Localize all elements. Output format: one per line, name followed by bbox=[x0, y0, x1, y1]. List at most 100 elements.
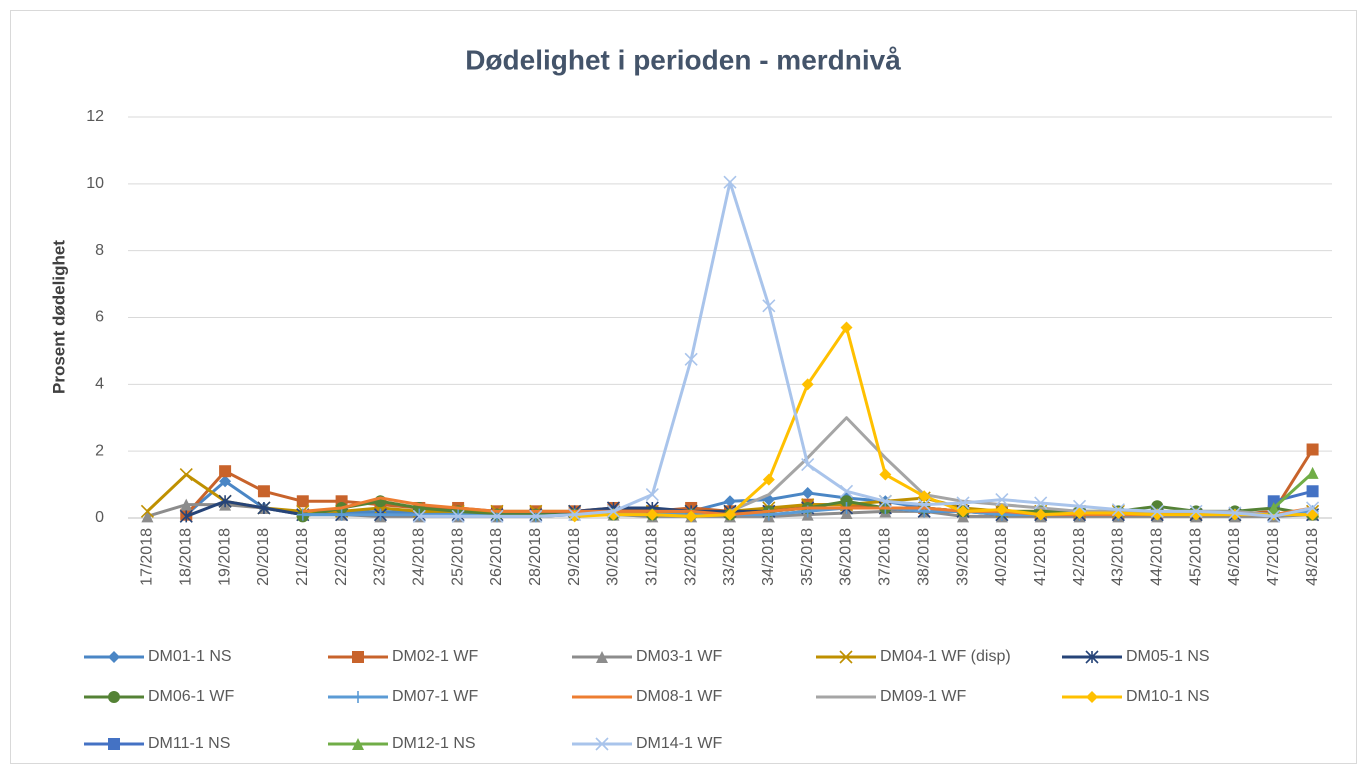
marker bbox=[218, 494, 232, 508]
marker bbox=[1306, 501, 1320, 515]
marker-shape bbox=[646, 508, 659, 521]
marker-shape bbox=[141, 510, 154, 523]
y-axis-label: Prosent dødelighet bbox=[49, 240, 68, 394]
marker-shape bbox=[219, 475, 232, 488]
marker bbox=[918, 490, 931, 503]
marker-shape bbox=[1150, 504, 1164, 518]
legend-label: DM11-1 NS bbox=[148, 735, 230, 752]
marker-shape bbox=[879, 468, 892, 481]
marker-shape bbox=[257, 501, 271, 515]
y-tick-label: 8 bbox=[95, 242, 104, 259]
marker bbox=[180, 498, 193, 511]
marker-shape bbox=[352, 738, 364, 750]
x-tick-label: 24/2018 bbox=[411, 528, 428, 586]
marker bbox=[957, 505, 970, 518]
legend-label: DM09-1 WF bbox=[880, 688, 966, 705]
x-tick-label: 22/2018 bbox=[333, 528, 350, 586]
marker-shape bbox=[1267, 509, 1281, 523]
y-tick-label: 6 bbox=[95, 309, 104, 326]
x-tick-label: 40/2018 bbox=[993, 528, 1010, 586]
y-tick-label: 2 bbox=[95, 442, 104, 459]
marker-shape bbox=[1072, 499, 1087, 513]
marker-shape bbox=[1034, 508, 1047, 521]
marker bbox=[1034, 496, 1048, 510]
x-tick-label: 31/2018 bbox=[644, 528, 661, 586]
marker bbox=[684, 352, 698, 366]
marker-shape bbox=[956, 496, 970, 510]
marker-shape bbox=[1267, 501, 1280, 514]
marker bbox=[257, 501, 271, 515]
marker-shape bbox=[957, 505, 970, 518]
marker bbox=[995, 503, 1008, 516]
legend-marker bbox=[596, 651, 608, 663]
marker bbox=[762, 299, 776, 313]
x-tick-label: 42/2018 bbox=[1071, 528, 1088, 586]
marker bbox=[646, 508, 659, 521]
x-tick-label: 38/2018 bbox=[915, 528, 932, 586]
marker bbox=[141, 510, 154, 523]
legend-label: DM04-1 WF (disp) bbox=[880, 648, 1011, 665]
legend-marker bbox=[352, 651, 364, 663]
marker-shape bbox=[1306, 443, 1319, 456]
legend-label: DM02-1 WF bbox=[392, 648, 478, 665]
marker bbox=[219, 465, 232, 478]
marker-shape bbox=[179, 509, 193, 523]
marker-shape bbox=[762, 473, 775, 486]
marker-shape bbox=[1306, 466, 1319, 479]
marker-shape bbox=[1085, 650, 1099, 664]
marker bbox=[1306, 485, 1319, 498]
marker-shape bbox=[568, 508, 582, 522]
marker-shape bbox=[724, 508, 736, 521]
legend-label: DM08-1 WF bbox=[636, 688, 722, 705]
marker bbox=[179, 467, 193, 482]
x-tick-label: 29/2018 bbox=[566, 528, 583, 586]
marker bbox=[724, 508, 736, 521]
marker bbox=[723, 175, 737, 189]
marker bbox=[840, 321, 853, 334]
x-tick-label: 30/2018 bbox=[605, 528, 622, 586]
marker bbox=[1072, 499, 1087, 513]
legend-label: DM12-1 NS bbox=[392, 735, 476, 752]
marker-shape bbox=[335, 508, 348, 521]
legend-label: DM14-1 WF bbox=[636, 735, 722, 752]
legend-marker bbox=[595, 737, 609, 751]
marker-shape bbox=[1034, 496, 1048, 510]
marker-shape bbox=[218, 494, 232, 508]
legend-label: DM07-1 WF bbox=[392, 688, 478, 705]
marker bbox=[179, 509, 193, 523]
marker bbox=[724, 495, 736, 508]
marker bbox=[413, 508, 426, 521]
marker-shape bbox=[684, 352, 698, 366]
marker bbox=[452, 508, 465, 521]
marker bbox=[685, 510, 698, 523]
marker-shape bbox=[257, 485, 270, 498]
legend-marker bbox=[1085, 650, 1099, 664]
legend-marker bbox=[352, 738, 364, 750]
marker bbox=[1189, 504, 1203, 518]
x-tick-label: 44/2018 bbox=[1148, 528, 1165, 586]
x-tick-label: 18/2018 bbox=[177, 528, 194, 586]
marker-shape bbox=[840, 321, 853, 334]
marker bbox=[257, 485, 270, 498]
chart-title: Dødelighet i perioden - merdnivå bbox=[465, 44, 901, 75]
marker-shape bbox=[878, 494, 892, 508]
series-line bbox=[1272, 471, 1314, 510]
marker-shape bbox=[839, 650, 853, 664]
marker-shape bbox=[1306, 501, 1320, 515]
marker-shape bbox=[995, 503, 1008, 516]
legend-marker bbox=[839, 650, 853, 664]
marker bbox=[917, 498, 931, 512]
x-tick-label: 17/2018 bbox=[139, 528, 156, 586]
y-tick-label: 0 bbox=[95, 509, 104, 526]
marker-shape bbox=[839, 484, 854, 498]
marker bbox=[606, 504, 621, 518]
marker bbox=[839, 484, 854, 498]
marker bbox=[1267, 501, 1280, 514]
marker bbox=[645, 488, 659, 502]
x-tick-label: 33/2018 bbox=[721, 528, 738, 586]
marker bbox=[1150, 504, 1164, 518]
legend-marker bbox=[352, 691, 364, 703]
marker-shape bbox=[179, 467, 193, 482]
series-line bbox=[419, 180, 1313, 518]
marker-shape bbox=[801, 457, 815, 472]
